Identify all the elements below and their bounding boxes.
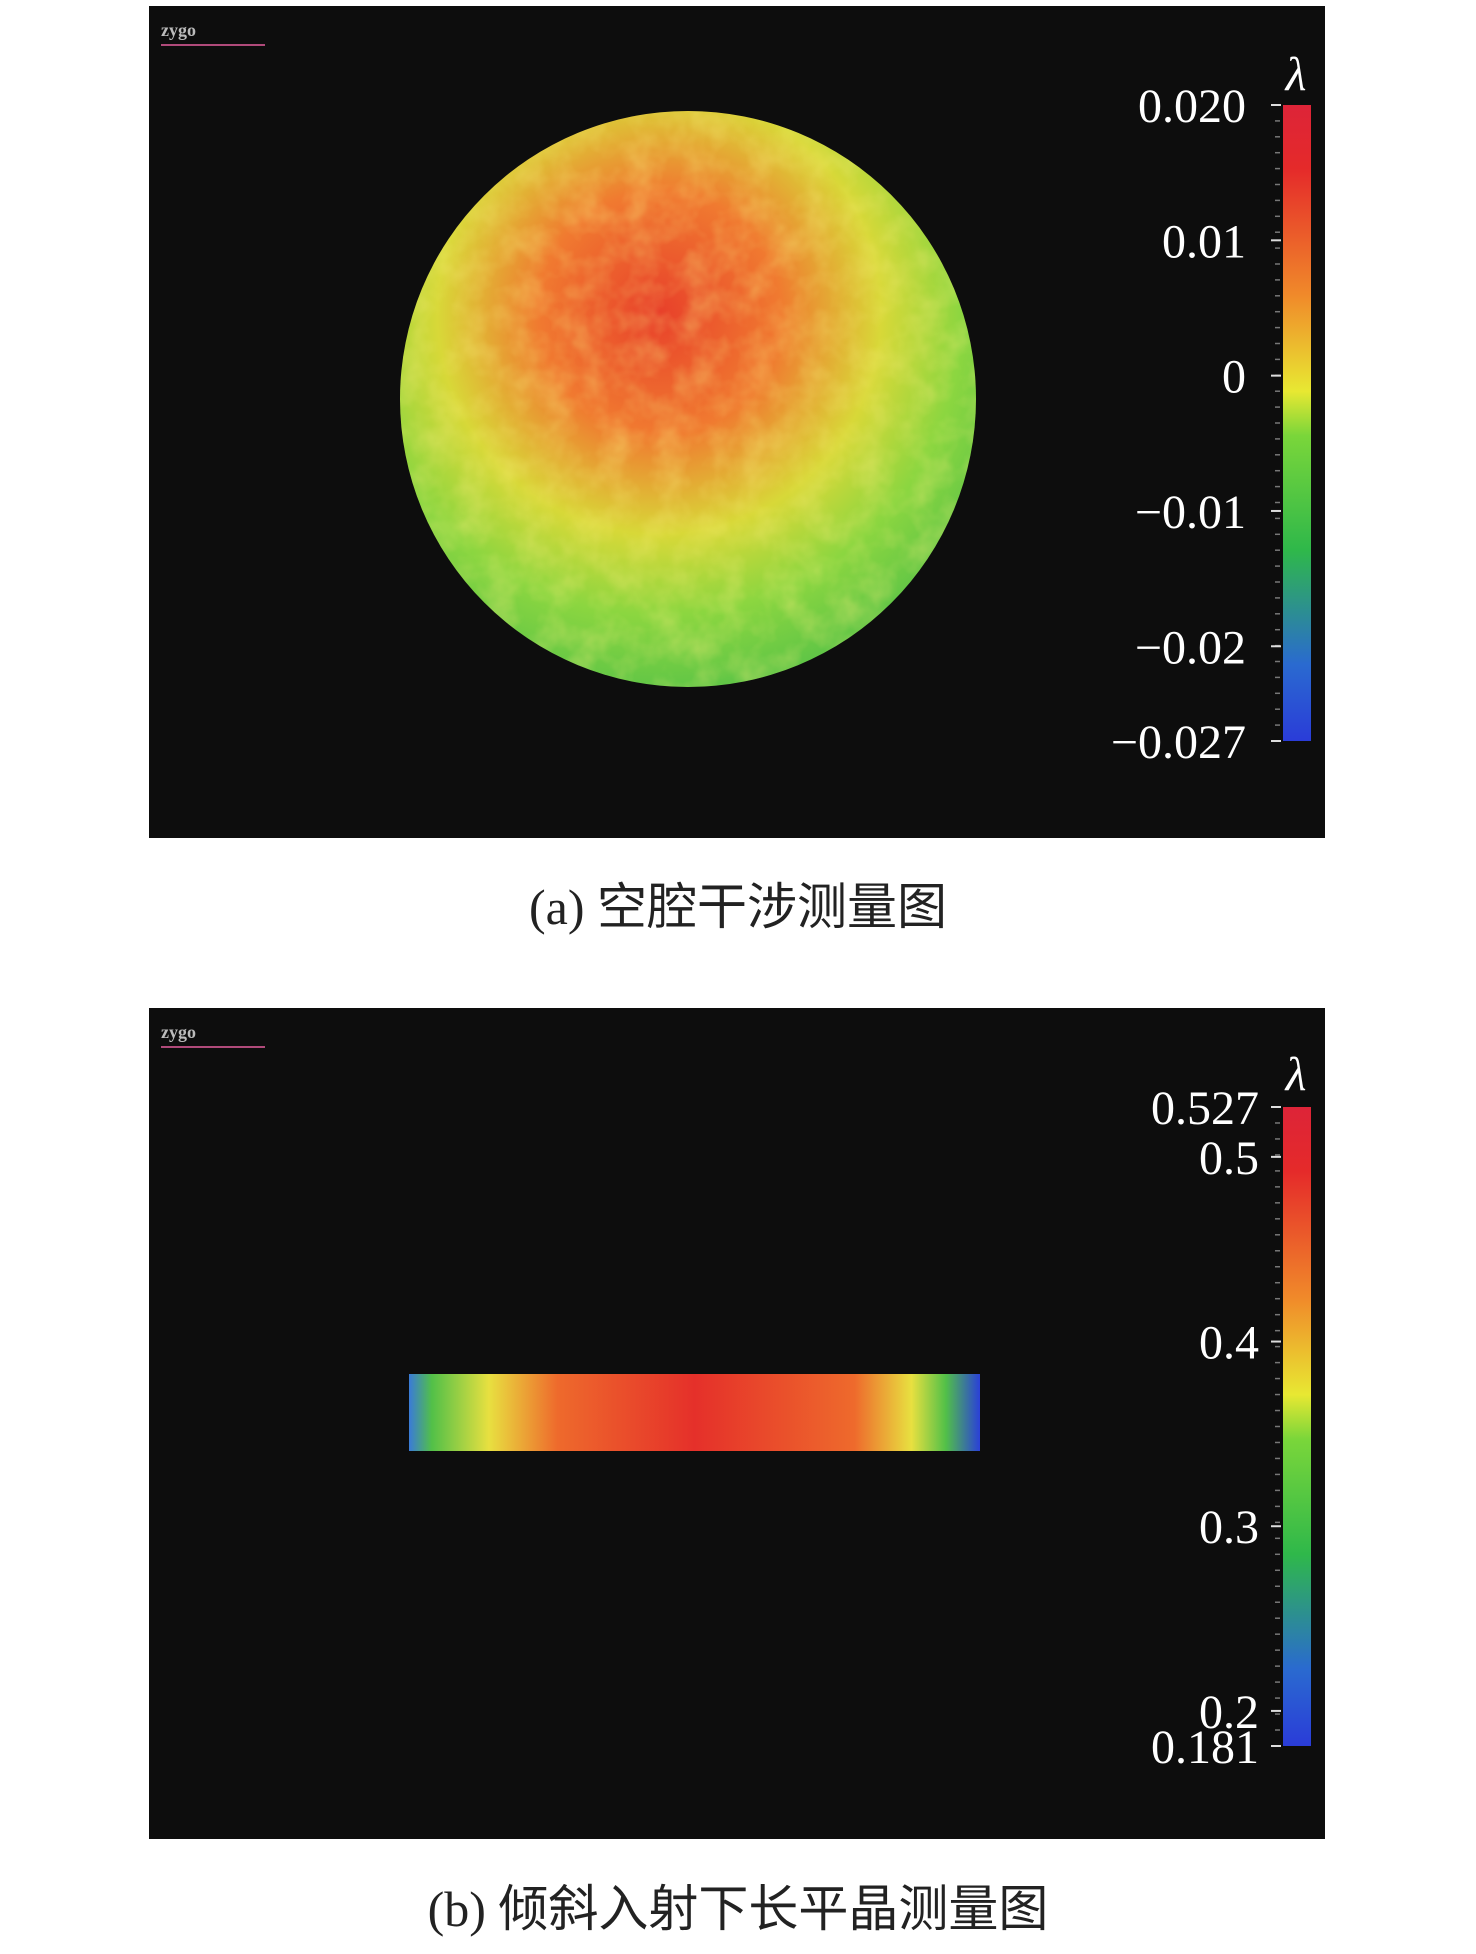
tick-label: 0.181 — [1151, 1721, 1259, 1774]
unit: λ — [1284, 1048, 1307, 1101]
tick-label: −0.01 — [1135, 486, 1246, 539]
colorbar — [1283, 1107, 1311, 1746]
tick-label: 0.01 — [1162, 215, 1246, 268]
tick-label: 0.3 — [1199, 1501, 1259, 1554]
caption: (b) 倾斜入射下长平晶测量图 — [428, 1881, 1049, 1937]
tick-label: 0 — [1222, 351, 1246, 404]
disk-texture — [400, 111, 976, 687]
colorbar — [1283, 105, 1311, 741]
logo: zygo — [161, 20, 196, 40]
tick-label: 0.5 — [1199, 1132, 1259, 1185]
tick-label: 0.2 — [1199, 1686, 1259, 1739]
tick-label: −0.02 — [1135, 621, 1246, 674]
caption: (a) 空腔干涉测量图 — [529, 879, 947, 935]
tick-label: 0.527 — [1151, 1082, 1259, 1135]
tick-label: 0.4 — [1199, 1317, 1259, 1370]
measurement-strip — [409, 1374, 980, 1451]
unit: λ — [1284, 48, 1307, 101]
tick-label: 0.020 — [1138, 80, 1246, 133]
tick-label: −0.027 — [1111, 716, 1246, 769]
logo: zygo — [161, 1022, 196, 1042]
